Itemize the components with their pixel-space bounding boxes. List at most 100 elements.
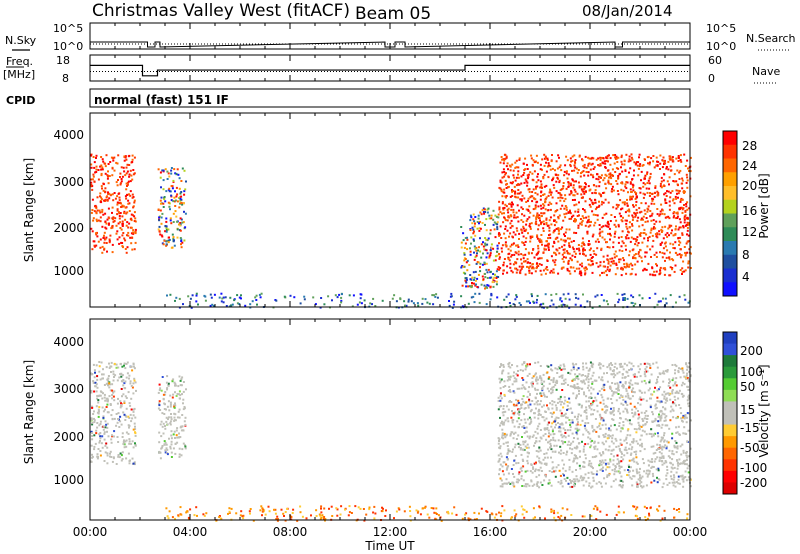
heatmap-cell bbox=[578, 267, 581, 270]
heatmap-cell bbox=[127, 432, 130, 435]
heatmap-cell bbox=[682, 225, 685, 228]
heatmap-cell bbox=[621, 383, 624, 386]
heatmap-cell bbox=[610, 398, 613, 400]
heatmap-cell bbox=[688, 370, 691, 373]
heatmap-cell bbox=[612, 463, 615, 466]
heatmap-cell bbox=[523, 509, 526, 511]
heatmap-cell bbox=[629, 182, 632, 185]
heatmap-cell bbox=[574, 166, 577, 169]
heatmap-cell bbox=[195, 292, 198, 295]
heatmap-cell bbox=[501, 158, 504, 161]
heatmap-cell bbox=[562, 260, 565, 263]
heatmap-cell bbox=[182, 303, 184, 306]
heatmap-cell bbox=[170, 456, 173, 458]
heatmap-cell bbox=[566, 250, 569, 253]
heatmap-cell bbox=[180, 218, 183, 221]
heatmap-cell bbox=[526, 459, 529, 462]
heatmap-cell bbox=[254, 296, 257, 299]
heatmap-cell bbox=[166, 423, 169, 426]
heatmap-cell bbox=[635, 240, 638, 243]
heatmap-cell bbox=[119, 400, 122, 403]
heatmap-cell bbox=[517, 189, 520, 191]
heatmap-cell bbox=[582, 368, 585, 371]
heatmap-cell bbox=[533, 256, 536, 259]
heatmap-cell bbox=[495, 270, 498, 273]
heatmap-cell bbox=[96, 422, 99, 424]
heatmap-cell bbox=[543, 223, 546, 226]
heatmap-cell bbox=[605, 225, 608, 228]
heatmap-cell bbox=[511, 450, 514, 453]
heatmap-cell bbox=[502, 208, 505, 211]
heatmap-cell bbox=[677, 464, 680, 467]
heatmap-cell bbox=[553, 224, 556, 227]
heatmap-cell bbox=[477, 249, 479, 252]
heatmap-cell bbox=[116, 203, 119, 206]
heatmap-cell bbox=[584, 155, 587, 158]
heatmap-cell bbox=[163, 408, 166, 410]
heatmap-cell bbox=[673, 173, 676, 176]
heatmap-cell bbox=[519, 447, 522, 449]
freq-tick-left-top: 18 bbox=[56, 54, 70, 67]
heatmap-cell bbox=[588, 243, 591, 246]
heatmap-cell bbox=[626, 263, 629, 266]
heatmap-cell bbox=[536, 388, 539, 391]
heatmap-cell bbox=[358, 301, 361, 304]
heatmap-cell bbox=[552, 176, 555, 179]
heatmap-cell bbox=[532, 208, 535, 211]
heatmap-cell bbox=[117, 211, 120, 214]
heatmap-cell bbox=[548, 479, 551, 482]
heatmap-cell bbox=[590, 157, 593, 160]
heatmap-cell bbox=[657, 194, 659, 197]
heatmap-cell bbox=[663, 273, 666, 276]
heatmap-cell bbox=[656, 396, 659, 399]
heatmap-cell bbox=[91, 230, 94, 233]
heatmap-cell bbox=[629, 402, 632, 405]
heatmap-cell bbox=[677, 237, 680, 240]
heatmap-cell bbox=[505, 172, 507, 175]
heatmap-cell bbox=[91, 435, 94, 437]
heatmap-cell bbox=[170, 169, 173, 172]
heatmap-cell bbox=[501, 434, 504, 437]
heatmap-cell bbox=[641, 241, 644, 244]
heatmap-cell bbox=[679, 221, 682, 224]
heatmap-cell bbox=[516, 192, 519, 195]
heatmap-cell bbox=[661, 463, 664, 466]
heatmap-cell bbox=[504, 219, 507, 222]
heatmap-cell bbox=[574, 210, 577, 213]
heatmap-cell bbox=[555, 160, 558, 163]
heatmap-cell bbox=[161, 169, 164, 172]
heatmap-cell bbox=[596, 448, 599, 451]
heatmap-cell bbox=[489, 276, 492, 279]
heatmap-cell bbox=[526, 174, 529, 177]
heatmap-cell bbox=[368, 506, 371, 509]
heatmap-cell bbox=[464, 258, 467, 260]
heatmap-cell bbox=[627, 237, 630, 240]
heatmap-cell bbox=[674, 241, 677, 244]
heatmap-cell bbox=[662, 406, 664, 409]
heatmap-cell bbox=[531, 384, 534, 387]
heatmap-cell bbox=[675, 197, 678, 200]
heatmap-cell bbox=[684, 463, 686, 466]
heatmap-cell bbox=[119, 227, 122, 229]
heatmap-cell bbox=[647, 162, 649, 165]
heatmap-cell bbox=[541, 186, 543, 189]
heatmap-cell bbox=[599, 156, 602, 159]
heatmap-cell bbox=[558, 166, 561, 169]
heatmap-cell bbox=[130, 213, 133, 216]
heatmap-cell bbox=[679, 159, 682, 161]
heatmap-cell bbox=[128, 193, 130, 196]
heatmap-cell bbox=[635, 196, 638, 199]
heatmap-cell bbox=[612, 206, 615, 209]
heatmap-cell bbox=[99, 390, 102, 393]
heatmap-cell bbox=[575, 447, 578, 450]
heatmap-cell bbox=[638, 207, 641, 210]
heatmap-cell bbox=[115, 463, 118, 465]
heatmap-cell bbox=[629, 167, 632, 170]
heatmap-cell bbox=[133, 407, 136, 410]
heatmap-cell bbox=[678, 295, 681, 298]
heatmap-cell bbox=[635, 428, 638, 431]
heatmap-cell bbox=[574, 198, 576, 201]
heatmap-cell bbox=[519, 467, 522, 470]
heatmap-cell bbox=[631, 224, 634, 227]
heatmap-cell bbox=[553, 261, 556, 264]
